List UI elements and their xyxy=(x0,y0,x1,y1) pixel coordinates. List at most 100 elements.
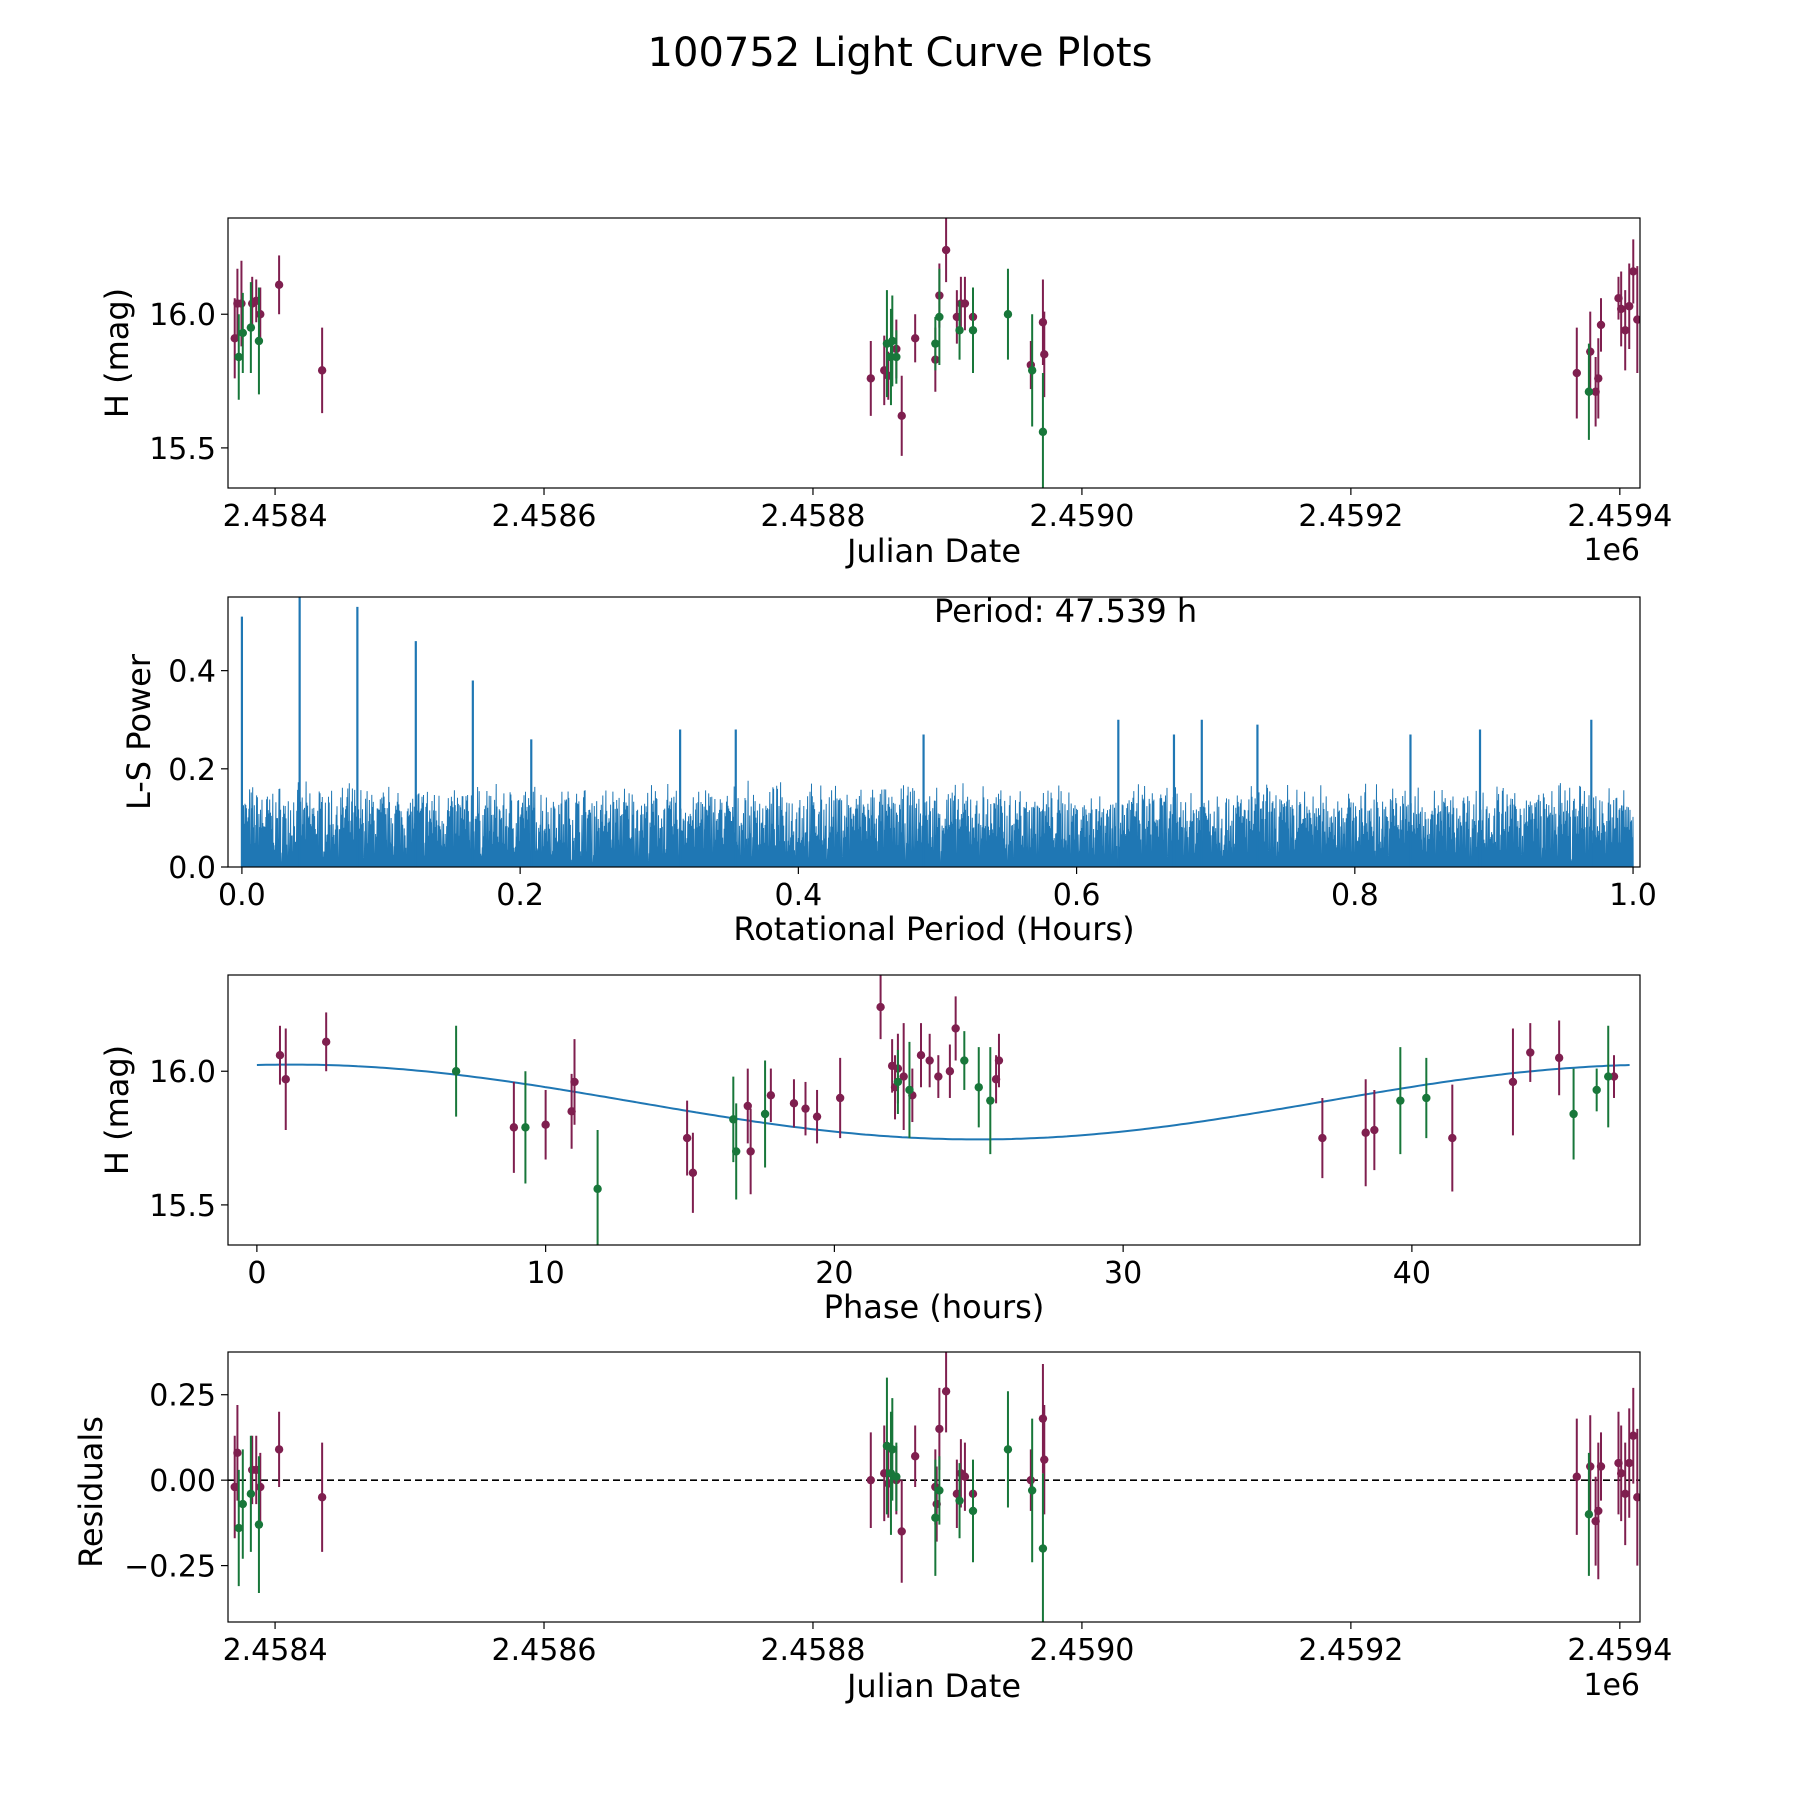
data-point xyxy=(682,1133,692,1143)
phase-y-label: H (mag) xyxy=(98,1045,136,1175)
data-point xyxy=(897,411,906,421)
data-point xyxy=(899,1072,908,1081)
residuals-x-offset-label: 1e6 xyxy=(1583,1668,1640,1703)
lc-y-tick-label: 16.0 xyxy=(149,298,216,333)
ls-x-tick-label: 0.2 xyxy=(496,878,544,913)
data-point xyxy=(274,1445,284,1454)
data-point xyxy=(1396,1096,1405,1105)
data-point xyxy=(974,1083,983,1092)
periodogram-x-label: Rotational Period (Hours) xyxy=(733,910,1134,948)
residuals-y-label: Residuals xyxy=(72,1416,110,1568)
data-point xyxy=(1584,387,1594,396)
phase-panel: 0 10 20 30 40 15.5 16.0 Phase (hours) H (mag) xyxy=(98,974,1641,1326)
data-point xyxy=(935,1424,944,1434)
light-curve-ticks: 2.4584 2.4586 2.4588 2.4590 2.4592 2.4594 15.5… xyxy=(149,298,1672,534)
data-point xyxy=(968,326,978,335)
data-point xyxy=(812,1112,822,1121)
residuals-plot-area xyxy=(228,1352,1640,1622)
data-point xyxy=(1370,1125,1379,1135)
resid-series-r xyxy=(230,1352,1640,1583)
data-point xyxy=(233,1448,242,1458)
periodogram-frame xyxy=(227,596,1641,868)
data-point xyxy=(934,1072,943,1081)
data-point xyxy=(897,1527,906,1536)
periodogram-ticks: 0.0 0.2 0.4 0.6 0.8 1.0 0.0 0.2 0.4 xyxy=(168,655,1657,913)
ls-x-tick-label: 0.4 xyxy=(775,878,823,913)
data-point xyxy=(1026,1475,1036,1485)
data-point xyxy=(521,1123,530,1132)
data-point xyxy=(1625,1458,1634,1468)
data-point xyxy=(876,1002,885,1012)
residuals-panel: 2.4584 2.4586 2.4588 2.4590 2.4592 2.4594 −0.2… xyxy=(72,1351,1672,1705)
ls-y-tick-label: 0.2 xyxy=(168,753,216,788)
data-point xyxy=(835,1093,845,1103)
data-point xyxy=(893,1077,903,1087)
phase-series-r xyxy=(275,975,1619,1213)
data-point xyxy=(1633,315,1640,324)
data-point xyxy=(509,1123,519,1132)
ls-x-tick-label: 0.8 xyxy=(1331,878,1379,913)
data-point xyxy=(1422,1093,1431,1103)
ls-data-layer xyxy=(240,597,1634,867)
phase-x-tick-label: 10 xyxy=(527,1256,565,1291)
data-point xyxy=(1596,320,1606,330)
phase-frame xyxy=(227,974,1641,1246)
data-point xyxy=(732,1147,741,1156)
data-point xyxy=(931,1513,940,1522)
data-point xyxy=(1569,1109,1578,1119)
phase-ticks: 0 10 20 30 40 15.5 16.0 xyxy=(149,1055,1431,1291)
data-point xyxy=(955,326,964,335)
data-point xyxy=(866,1475,875,1485)
phase-x-tick-label: 40 xyxy=(1393,1256,1431,1291)
data-point xyxy=(317,1493,327,1502)
data-point xyxy=(760,1109,770,1119)
lc-y-tick-label: 15.5 xyxy=(149,432,216,467)
data-point xyxy=(541,1120,550,1129)
periodogram-y-label: L-S Power xyxy=(120,653,158,810)
data-point xyxy=(1572,1472,1581,1481)
resid-y-tick-label: 0.00 xyxy=(149,1464,216,1499)
data-point xyxy=(234,352,243,362)
data-point xyxy=(916,1050,926,1060)
data-point xyxy=(1629,1431,1638,1440)
lc-data-layer xyxy=(230,218,1640,488)
data-point xyxy=(246,1489,256,1499)
lc-x-tick-label: 2.4584 xyxy=(223,499,328,534)
lc-x-tick-label: 2.4594 xyxy=(1567,499,1672,534)
resid-data-layer xyxy=(228,1352,1640,1622)
data-point xyxy=(960,299,970,308)
data-point xyxy=(246,323,256,332)
data-point xyxy=(281,1075,290,1084)
resid-series-g xyxy=(234,1377,1594,1622)
resid-x-tick-label: 2.4590 xyxy=(1029,1633,1134,1668)
lc-series-g xyxy=(234,268,1594,488)
data-point xyxy=(986,1096,995,1105)
light-curve-x-label: Julian Date xyxy=(845,532,1021,570)
ls-x-tick-label: 0.6 xyxy=(1053,878,1101,913)
light-curve-y-label: H (mag) xyxy=(98,288,136,418)
data-point xyxy=(1448,1133,1457,1143)
data-point xyxy=(1038,427,1048,437)
data-point xyxy=(1318,1133,1327,1143)
data-point xyxy=(766,1091,776,1100)
data-point xyxy=(1526,1048,1535,1057)
data-point xyxy=(945,1067,955,1076)
data-point xyxy=(801,1104,810,1113)
data-point xyxy=(570,1077,579,1087)
data-point xyxy=(256,1482,265,1492)
periodogram-panel: 0.0 0.2 0.4 0.6 0.8 1.0 0.0 0.2 0.4 Period: 47.5… xyxy=(120,592,1657,948)
data-point xyxy=(931,339,940,348)
ls-x-tick-label: 1.0 xyxy=(1609,878,1657,913)
data-point xyxy=(1038,318,1048,327)
data-point xyxy=(1616,1469,1626,1478)
data-point xyxy=(910,334,920,343)
data-point xyxy=(866,374,875,383)
data-point xyxy=(1584,1510,1594,1519)
data-point xyxy=(1572,368,1581,378)
data-point xyxy=(1629,267,1638,276)
data-point xyxy=(1621,1489,1630,1499)
data-point xyxy=(1596,1462,1606,1471)
data-point xyxy=(1633,1493,1640,1502)
